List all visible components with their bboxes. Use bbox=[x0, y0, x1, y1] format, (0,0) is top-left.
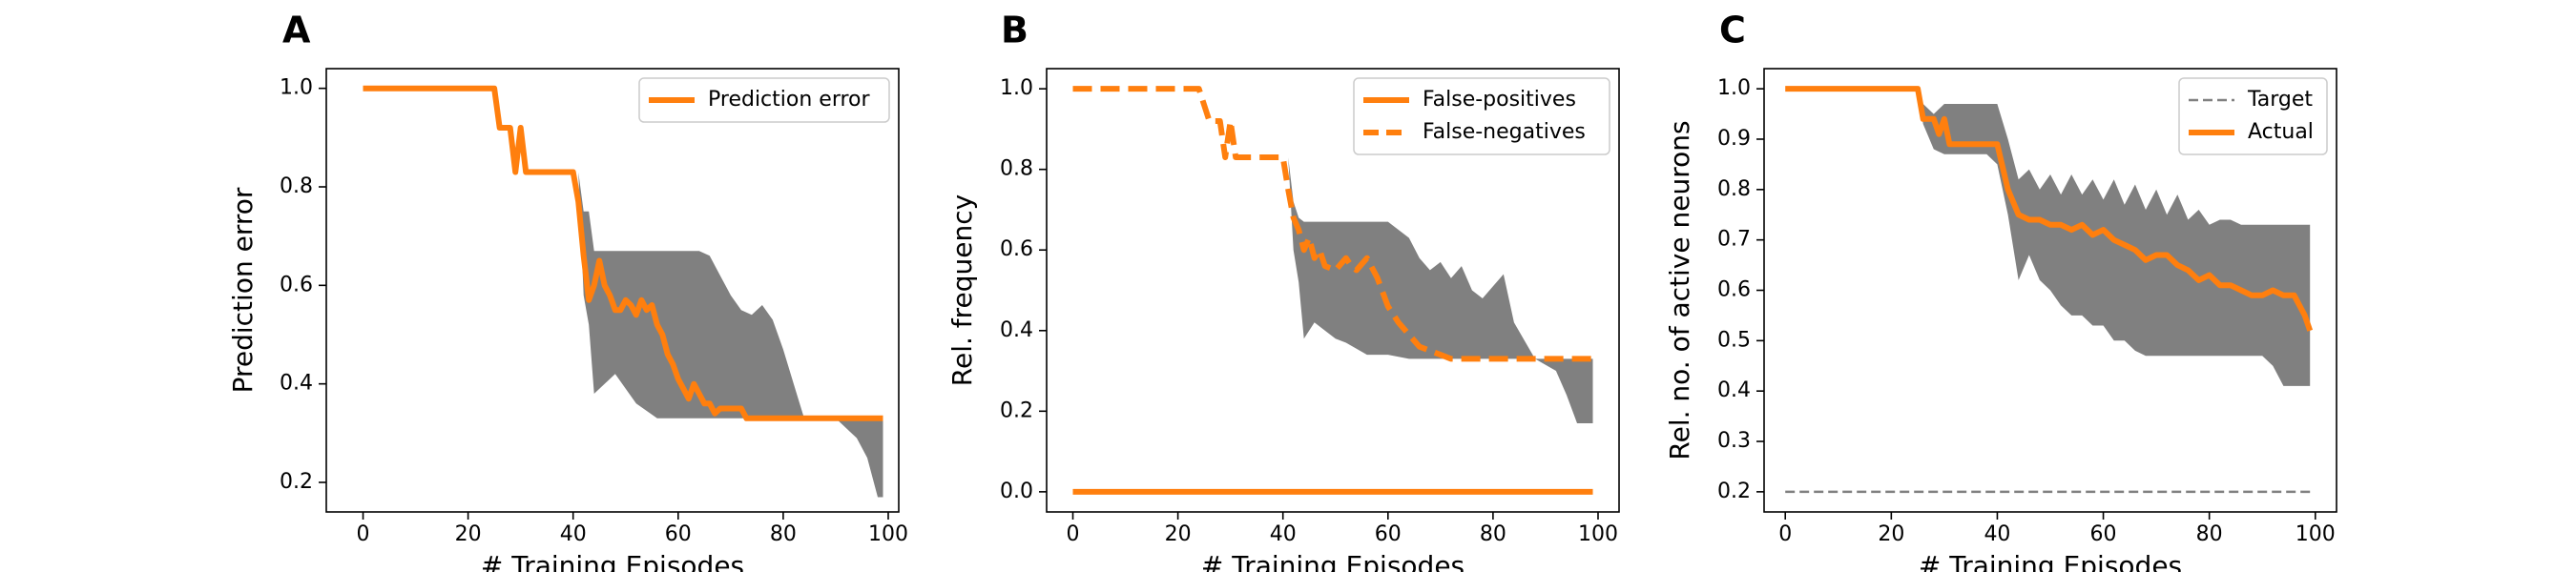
y-tick-label: 0.2 bbox=[280, 470, 313, 494]
x-tick-label: 100 bbox=[1578, 522, 1618, 546]
x-axis-label: # Training Episodes bbox=[481, 550, 744, 572]
y-tick-label: 1.0 bbox=[1000, 76, 1033, 100]
y-tick-label: 0.6 bbox=[1000, 237, 1033, 261]
legend: Target Actual bbox=[2178, 77, 2328, 155]
y-tick-label: 0.3 bbox=[1717, 429, 1751, 453]
y-tick-label: 0.4 bbox=[1717, 378, 1751, 402]
x-tick-label: 20 bbox=[1165, 522, 1192, 546]
x-tick-label: 60 bbox=[2090, 522, 2117, 546]
x-tick-label: 40 bbox=[1984, 522, 2010, 546]
range-band bbox=[1288, 157, 1593, 423]
legend-box bbox=[1353, 77, 1610, 155]
panel-a: A 0 20 40 60 80 100 0.2 0.4 0.6 0.8 1.0 # Training E… bbox=[227, 10, 908, 572]
panel-b: B 0 20 40 60 80 100 0.0 0.2 0.4 0.6 0.8 1.0 # Trainin… bbox=[946, 10, 1620, 572]
y-tick-label: 0.5 bbox=[1717, 328, 1751, 352]
x-tick-label: 0 bbox=[1778, 522, 1792, 546]
x-tick-label: 100 bbox=[868, 522, 908, 546]
x-tick-label: 100 bbox=[2296, 522, 2336, 546]
legend: Prediction error bbox=[638, 77, 890, 123]
legend-label: Target bbox=[2247, 88, 2313, 112]
y-tick-label: 0.8 bbox=[280, 174, 313, 198]
legend: False-positives False-negatives bbox=[1353, 77, 1610, 155]
x-tick-label: 80 bbox=[770, 522, 797, 546]
y-tick-label: 1.0 bbox=[1717, 76, 1751, 100]
panel-letter: C bbox=[1719, 10, 1746, 51]
x-axis-label: # Training Episodes bbox=[1919, 550, 2182, 572]
panel-letter: B bbox=[1001, 10, 1028, 51]
series-line-actual bbox=[1785, 86, 2314, 332]
legend-label: False-negatives bbox=[1423, 120, 1586, 144]
y-tick-label: 0.4 bbox=[1000, 318, 1033, 342]
y-tick-label: 0.0 bbox=[1000, 480, 1033, 503]
y-tick-label: 0.8 bbox=[1717, 177, 1751, 201]
y-tick-label: 0.6 bbox=[280, 273, 313, 296]
legend-label: Actual bbox=[2248, 120, 2314, 144]
panel-c: C 0 20 40 60 80 100 0.2 0.3 0.4 0.5 0.6 0.7 0.8 0.9 1.0… bbox=[1664, 10, 2337, 572]
range-band bbox=[578, 172, 883, 498]
y-axis-label: Prediction error bbox=[227, 187, 259, 393]
y-tick-label: 1.0 bbox=[280, 76, 313, 100]
x-tick-label: 0 bbox=[357, 522, 370, 546]
legend-box bbox=[638, 77, 890, 123]
y-tick-label: 0.2 bbox=[1000, 398, 1033, 422]
y-tick-label: 0.2 bbox=[1717, 480, 1751, 503]
x-tick-label: 0 bbox=[1067, 522, 1080, 546]
x-tick-label: 80 bbox=[2196, 522, 2223, 546]
series-line-false-negatives bbox=[1072, 86, 1593, 362]
y-axis-label: Rel. no. of active neurons bbox=[1664, 120, 1695, 460]
plot-frame bbox=[325, 68, 900, 513]
y-tick-label: 0.8 bbox=[1000, 157, 1033, 181]
x-tick-label: 20 bbox=[455, 522, 482, 546]
y-tick-label: 0.6 bbox=[1717, 278, 1751, 302]
x-tick-label: 40 bbox=[560, 522, 587, 546]
y-tick-label: 0.9 bbox=[1717, 127, 1751, 151]
legend-label: False-positives bbox=[1423, 88, 1576, 112]
x-axis-label: # Training Episodes bbox=[1201, 550, 1465, 572]
x-tick-label: 60 bbox=[665, 522, 692, 546]
x-tick-label: 20 bbox=[1878, 522, 1904, 546]
x-tick-label: 80 bbox=[1480, 522, 1506, 546]
y-tick-label: 0.7 bbox=[1717, 228, 1751, 252]
plot-frame bbox=[1046, 68, 1620, 513]
series-line-prediction-error bbox=[363, 85, 883, 421]
panel-letter: A bbox=[282, 10, 311, 51]
x-tick-label: 60 bbox=[1375, 522, 1402, 546]
x-tick-label: 40 bbox=[1270, 522, 1297, 546]
y-axis-label: Rel. frequency bbox=[946, 194, 978, 386]
legend-label: Prediction error bbox=[708, 88, 870, 112]
y-tick-label: 0.4 bbox=[280, 372, 313, 396]
